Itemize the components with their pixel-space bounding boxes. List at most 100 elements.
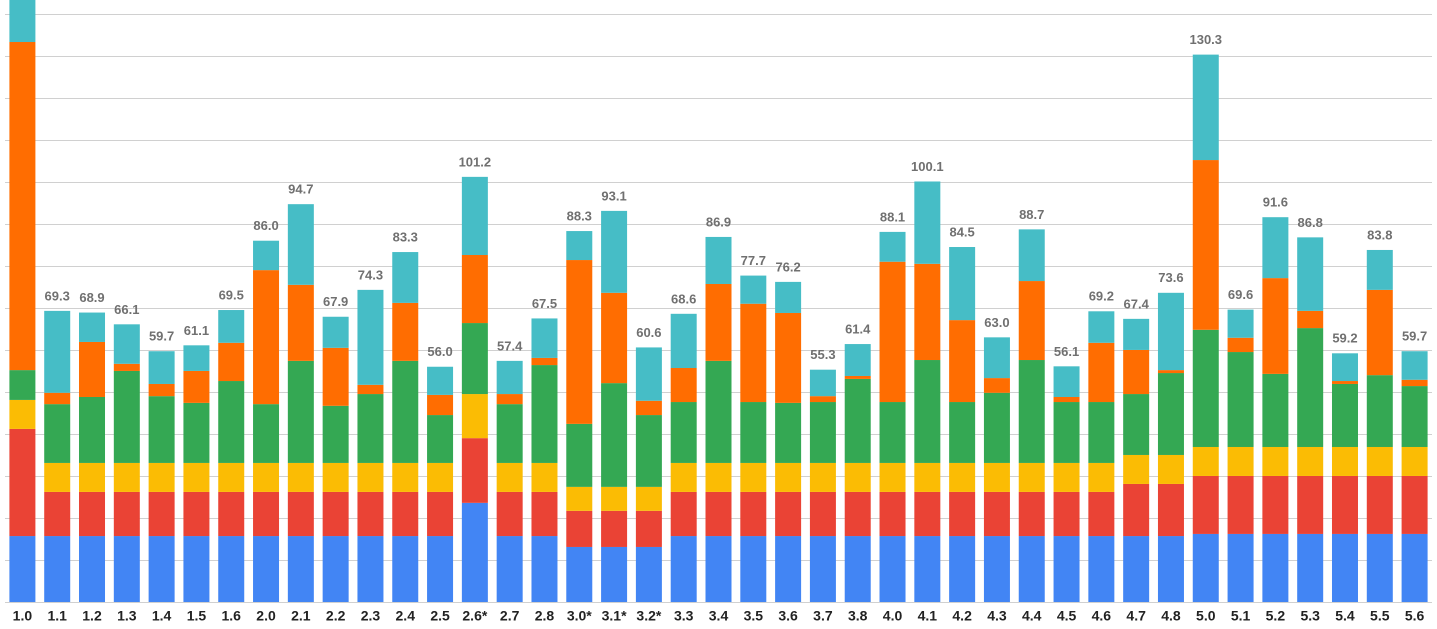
bar-segment <box>461 394 488 439</box>
bar-segment <box>531 536 558 602</box>
bar-segment <box>809 369 836 397</box>
x-tick-label: 4.7 <box>1126 608 1146 624</box>
bar-segment <box>113 324 140 364</box>
bar-segment <box>427 366 454 395</box>
bar-segment <box>601 292 628 384</box>
x-tick-label: 5.3 <box>1300 608 1320 624</box>
bar-segment <box>949 247 976 321</box>
bar-segment <box>740 303 767 403</box>
bar-segment <box>1192 533 1219 602</box>
bar-segment <box>1401 533 1428 602</box>
bar-segment <box>1262 278 1289 374</box>
bar-segment <box>844 375 871 379</box>
bar-segment <box>1401 351 1428 380</box>
bar-segment <box>566 486 593 511</box>
bar-segment <box>1088 491 1115 537</box>
bar-segment <box>1053 396 1080 403</box>
total-label: 67.4 <box>1124 296 1150 311</box>
bar-segment <box>740 491 767 537</box>
total-label: 88.1 <box>880 209 905 224</box>
total-label: 57.4 <box>497 338 523 353</box>
x-tick-label: 2.2 <box>326 608 346 624</box>
bars <box>9 0 1428 602</box>
bar-segment <box>1157 370 1184 374</box>
bar-segment <box>983 337 1010 379</box>
bar-segment <box>1192 446 1219 476</box>
bar-segment <box>1123 349 1150 395</box>
x-tick-label: 3.6 <box>778 608 798 624</box>
bar-segment <box>949 402 976 463</box>
bar-segment <box>357 289 384 385</box>
bar-segment <box>1018 536 1045 602</box>
bar-segment <box>1366 533 1393 602</box>
bar-segment <box>705 283 732 361</box>
bar-segment <box>705 491 732 537</box>
bar-segment <box>1227 337 1254 353</box>
x-tick-label: 5.0 <box>1196 608 1216 624</box>
bar-segment <box>531 357 558 366</box>
bar-segment <box>392 491 419 537</box>
bar-segment <box>635 546 662 602</box>
bar-segment <box>253 462 280 492</box>
bar-segment <box>1123 536 1150 602</box>
total-label: 59.2 <box>1332 331 1357 346</box>
bar-segment <box>322 491 349 537</box>
bar-segment <box>79 396 106 463</box>
bar-segment <box>949 536 976 602</box>
bar-segment <box>287 536 314 602</box>
bar-segment <box>1331 353 1358 382</box>
bar-segment <box>635 486 662 511</box>
bar-segment <box>322 536 349 602</box>
bar-segment <box>322 462 349 492</box>
total-label: 84.5 <box>949 224 974 239</box>
bar-segment <box>670 402 697 463</box>
bar-segment <box>914 491 941 537</box>
bar-segment <box>9 42 36 371</box>
bar-segment <box>183 536 210 602</box>
bar-segment <box>844 344 871 376</box>
total-label: 74.3 <box>358 267 383 282</box>
x-tick-label: 4.5 <box>1057 608 1077 624</box>
x-tick-label: 2.5 <box>430 608 450 624</box>
bar-segment <box>79 312 106 342</box>
bar-segment <box>148 462 175 492</box>
total-label: 60.6 <box>636 325 661 340</box>
bar-segment <box>809 536 836 602</box>
x-tick-label: 5.2 <box>1266 608 1286 624</box>
bar-segment <box>740 462 767 492</box>
bar-segment <box>183 491 210 537</box>
x-tick-label: 4.2 <box>952 608 972 624</box>
bar-segment <box>1227 309 1254 338</box>
bar-segment <box>461 502 488 602</box>
bar-segment <box>983 378 1010 393</box>
bar-segment <box>392 252 419 303</box>
bar-segment <box>113 462 140 492</box>
x-tick-label: 1.3 <box>117 608 137 624</box>
bar-segment <box>601 383 628 487</box>
x-tick-label: 4.8 <box>1161 608 1181 624</box>
bar-segment <box>879 231 906 262</box>
bar-segment <box>44 462 71 492</box>
bar-segment <box>879 536 906 602</box>
x-tick-label: 4.6 <box>1092 608 1112 624</box>
x-tick-label: 2.6* <box>462 608 487 624</box>
bar-segment <box>983 536 1010 602</box>
bar-segment <box>635 510 662 547</box>
bar-segment <box>635 347 662 401</box>
bar-segment <box>1053 462 1080 492</box>
bar-segment <box>148 491 175 537</box>
bar-segment <box>218 462 245 492</box>
bar-segment <box>79 341 106 397</box>
bar-segment <box>775 281 802 313</box>
bar-segment <box>1192 54 1219 161</box>
bar-segment <box>1123 394 1150 455</box>
bar-segment <box>1053 536 1080 602</box>
bar-segment <box>1192 475 1219 534</box>
bar-segment <box>531 462 558 492</box>
bar-segment <box>44 536 71 602</box>
bar-segment <box>566 510 593 547</box>
bar-segment <box>809 402 836 463</box>
bar-segment <box>566 231 593 261</box>
bar-segment <box>1018 281 1045 361</box>
total-label: 130.3 <box>1189 32 1222 47</box>
